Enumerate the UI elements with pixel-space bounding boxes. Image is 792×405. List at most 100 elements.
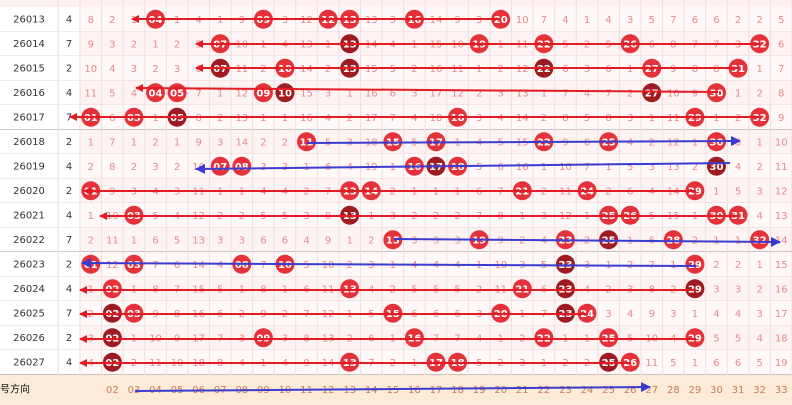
omission: 1	[260, 113, 266, 124]
ball-number: 27	[645, 88, 659, 99]
tail: 4	[66, 210, 72, 221]
omission: 2	[649, 137, 655, 148]
omission: 4	[303, 235, 309, 246]
omission: 13	[192, 235, 205, 246]
ball-number: 09	[256, 15, 270, 26]
ball-number: 11	[300, 137, 314, 148]
column-number: 18	[451, 385, 464, 396]
omission: 9	[325, 235, 331, 246]
ball	[210, 156, 230, 176]
ball	[706, 156, 726, 176]
omission: 11	[451, 64, 464, 75]
omission: 2	[88, 162, 94, 173]
ball-number: 01	[84, 260, 98, 271]
ball-number: 07	[213, 64, 227, 75]
omission: 15	[775, 260, 788, 271]
omission: 2	[541, 113, 547, 124]
omission: 1	[88, 211, 94, 222]
omission: 3	[670, 309, 676, 320]
ball-number: 27	[645, 64, 659, 75]
omission: 1	[347, 235, 353, 246]
omission: 2	[152, 64, 158, 75]
tail-bg	[58, 129, 80, 154]
omission: 2	[368, 235, 374, 246]
tail: 7	[66, 235, 72, 246]
omission: 1	[627, 64, 633, 75]
ball-number: 10	[278, 260, 292, 271]
ball	[663, 230, 683, 250]
arrow	[135, 84, 719, 93]
omission: 3	[433, 235, 439, 246]
omission: 12	[775, 186, 788, 197]
omission: 3	[756, 186, 762, 197]
omission: 7	[195, 88, 201, 99]
tail-bg	[58, 56, 80, 81]
column-number: 02	[106, 385, 119, 396]
omission: 1	[649, 113, 655, 124]
issue-bg	[0, 203, 58, 228]
omission: 3	[217, 137, 223, 148]
omission: 1	[713, 113, 719, 124]
issue-bg	[0, 178, 58, 203]
omission: 1	[756, 260, 762, 271]
omission: 4	[584, 88, 590, 99]
omission: 3	[411, 88, 417, 99]
issue: 26020	[13, 186, 45, 197]
omission: 4	[756, 333, 762, 344]
omission: 7	[778, 64, 784, 75]
omission: 4	[195, 15, 201, 26]
omission: 2	[735, 15, 741, 26]
column-number: 30	[710, 385, 723, 396]
omission: 5	[756, 358, 762, 369]
omission: 3	[454, 235, 460, 246]
column-number: 14	[365, 385, 378, 396]
omission: 2	[756, 15, 762, 26]
ball	[685, 328, 705, 348]
omission: 2	[498, 64, 504, 75]
omission: 1	[347, 88, 353, 99]
issue-bg	[0, 31, 58, 56]
tail: 7	[66, 39, 72, 50]
arrow	[134, 382, 651, 393]
omission: 12	[300, 15, 313, 26]
arrow	[195, 162, 731, 174]
omission: 18	[430, 113, 443, 124]
omission: 6	[174, 260, 180, 271]
tail-bg	[58, 80, 80, 105]
omission: 3	[627, 15, 633, 26]
omission: 11	[645, 358, 658, 369]
ball-number: 05	[170, 113, 184, 124]
omission: 4	[735, 162, 741, 173]
omission: 1	[131, 235, 137, 246]
omission: 12	[106, 260, 119, 271]
column-number: 24	[581, 385, 594, 396]
ball	[685, 279, 705, 299]
issue-bg	[0, 350, 58, 375]
omission: 5	[670, 358, 676, 369]
omission: 9	[692, 88, 698, 99]
column-number: 15	[386, 385, 399, 396]
ball	[232, 156, 252, 176]
omission: 17	[430, 88, 443, 99]
ball	[599, 328, 619, 348]
omission: 9	[195, 137, 201, 148]
tail-bg	[58, 301, 80, 326]
omission: 1	[541, 162, 547, 173]
omission: 3	[627, 113, 633, 124]
omission: 3	[584, 64, 590, 75]
omission: 6	[735, 358, 741, 369]
omission: 1	[217, 15, 223, 26]
issue: 26026	[13, 333, 45, 344]
omission: 11	[775, 162, 788, 173]
omission: 1	[131, 137, 137, 148]
omission: 1	[88, 137, 94, 148]
omission: 4	[562, 15, 568, 26]
issue-bg	[0, 276, 58, 301]
issue: 26013	[13, 14, 45, 25]
omission: 1	[756, 64, 762, 75]
tail: 2	[66, 186, 72, 197]
issue-bg	[0, 154, 58, 179]
ball-number: 05	[170, 88, 184, 99]
omission: 2	[174, 39, 180, 50]
tail: 2	[66, 259, 72, 270]
